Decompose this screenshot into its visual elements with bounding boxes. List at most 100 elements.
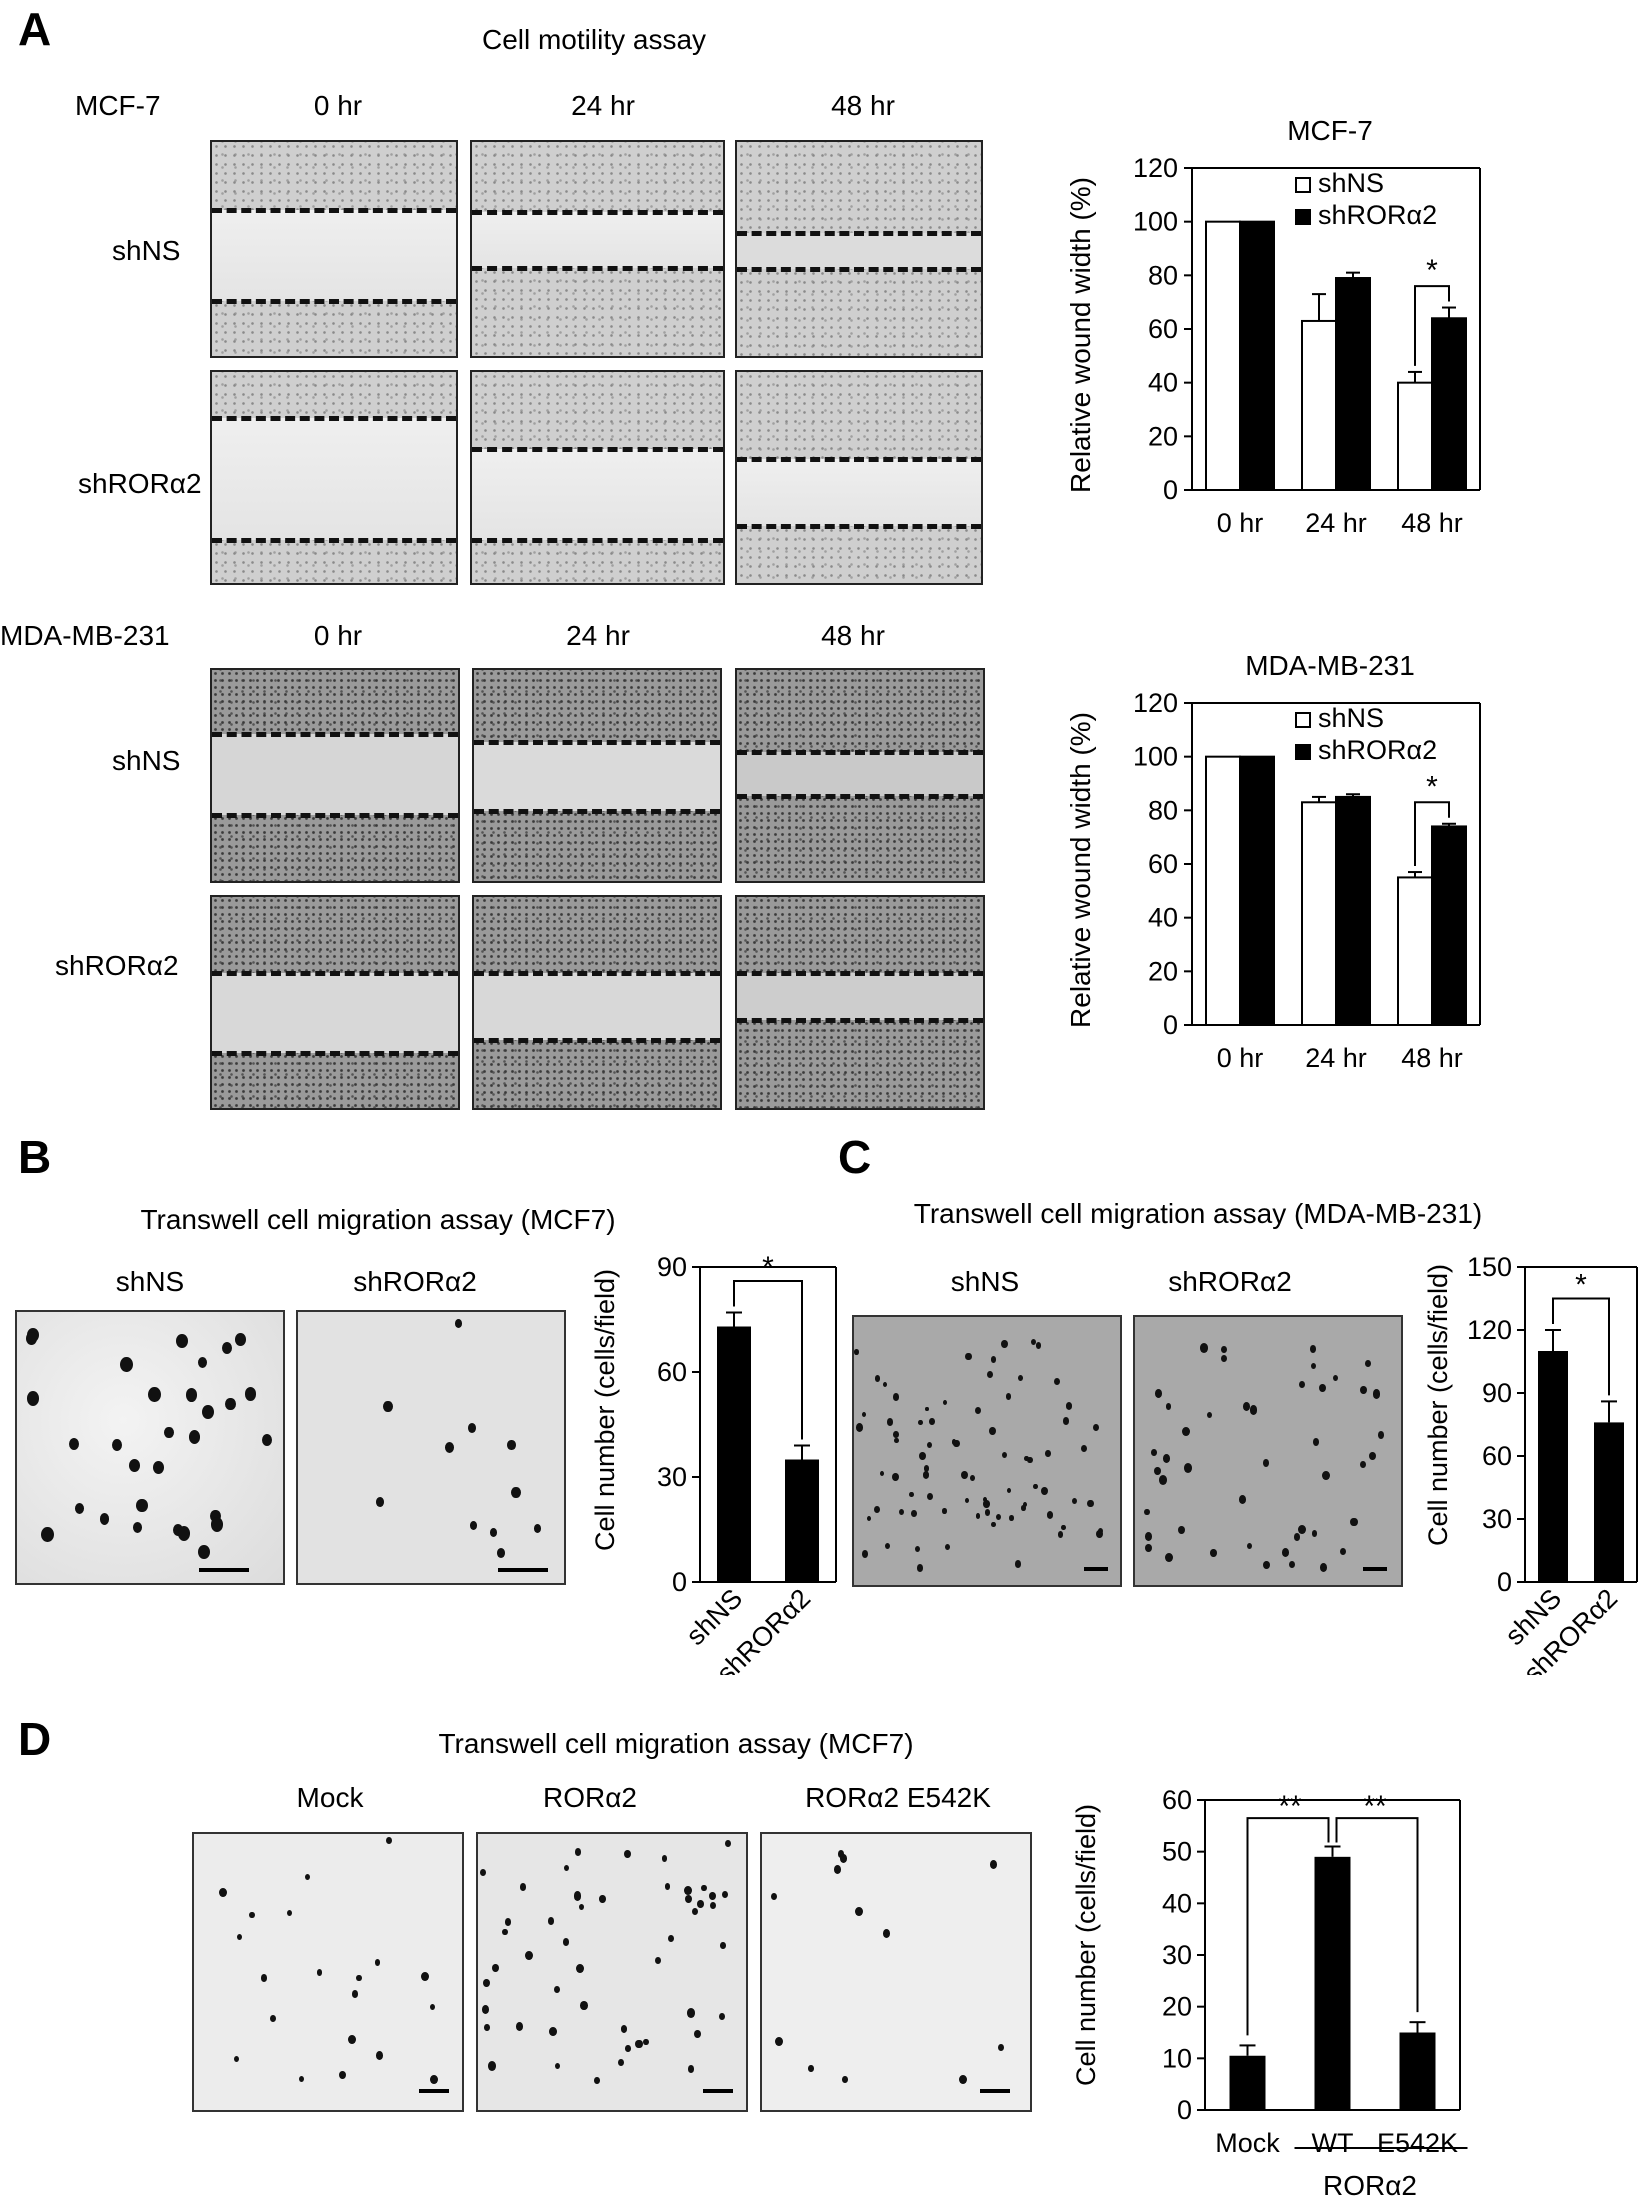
bar [1538,1351,1568,1582]
chart-d-group-label: RORα2 [1323,2170,1417,2201]
cell-dot [298,2076,304,2083]
cell-dot [1165,1553,1173,1562]
cell-dot [1319,1383,1327,1393]
cell-dot [348,2034,356,2044]
cell-dot [219,1888,227,1898]
mcf7-row-shrora2: shRORα2 [78,468,202,499]
y-tick-label: 60 [1482,1441,1512,1471]
y-tick-label: 100 [1133,742,1178,772]
cell-dot [26,1331,38,1346]
cell-dot [1014,1560,1021,1568]
cell-dot [1009,1515,1014,1521]
cell-dot [926,1492,933,1500]
mcf7-time-24: 24 hr [571,90,635,121]
bar-shns [1301,319,1337,491]
cell-dot [74,1502,84,1514]
cell-dot [1298,1380,1305,1388]
cell-dot [533,1523,542,1533]
cell-dot [1045,1450,1051,1457]
micrograph-mcf7-shrora2-24hr [470,370,725,585]
cell-dot [221,1341,232,1354]
cell-dot [918,1420,923,1426]
cell-dot [983,1500,990,1508]
cell-dot [894,1437,899,1443]
cell-dot [375,2050,384,2061]
cell-dot [944,1544,950,1550]
y-tick-label: 20 [1162,1992,1192,2022]
cell-dot [1030,1338,1036,1345]
transwell-b-shns [15,1310,285,1585]
cell-dot [375,1959,381,1966]
mda-row-shrora2: shRORα2 [55,950,179,981]
cell-dot [991,1521,996,1528]
cell-dot [922,1470,930,1479]
bar-shns [1205,755,1241,1027]
cell-dot [1182,1427,1190,1437]
cell-dot [454,1319,463,1328]
cell-dot [1281,1548,1289,1557]
cell-dot [1312,1437,1320,1446]
cell-dot [504,1918,512,1927]
cell-dot [515,2022,523,2031]
cell-dot [1158,1475,1167,1485]
cell-dot [129,1458,140,1472]
chart-b: Cell number (cells/field) 0306090shNSshR… [590,1255,837,1675]
cell-dot [1377,1431,1385,1440]
cell-dot [884,1542,890,1549]
panel-b-field-shrora2: shRORα2 [353,1266,477,1297]
bar-shrora2 [1239,220,1275,492]
cell-dot [484,2023,490,2031]
chart-c: Cell number (cells/field) 0306090120150s… [1423,1255,1638,1675]
significance-star: * [1575,1269,1587,1302]
cell-dot [260,1974,267,1982]
cell-dot [225,1397,236,1411]
transwell-c-shns [852,1315,1122,1587]
significance-bracket-left [1246,1817,1330,2036]
cell-dot [153,1461,165,1475]
y-tick-label: 30 [1162,1940,1192,1970]
cell-dot [1206,1411,1212,1419]
cell-dot [1036,1342,1042,1349]
cell-dot [655,1957,662,1965]
cell-dot [1365,1359,1372,1367]
panel-b-title: Transwell cell migration assay (MCF7) [140,1204,616,1235]
cell-dot [687,2008,695,2018]
significance-star: * [1426,254,1438,287]
cell-dot [1165,1403,1172,1411]
y-tick-label: 30 [1482,1504,1512,1534]
y-tick-label: 60 [1148,849,1178,879]
cell-dot [961,1470,969,1479]
cell-dot [1151,1448,1157,1456]
y-tick-label: 0 [1177,2095,1192,2125]
y-tick-label: 120 [1467,1315,1512,1345]
cell-dot [1220,1354,1227,1362]
cell-dot [1319,1562,1328,1572]
cell-dot [625,2045,631,2052]
panel-d-field-rora2: RORα2 [543,1782,637,1813]
cell-dot [233,2055,240,2063]
cell-dot [186,1388,198,1402]
cell-dot [1200,1343,1209,1353]
panel-c-field-shns: shNS [950,1266,1020,1297]
cell-dot [965,1352,972,1361]
cell-dot [594,2077,600,2084]
cell-dot [1153,1466,1161,1475]
y-tick-label: 150 [1467,1255,1512,1282]
panel-b-field-shns: shNS [115,1266,185,1297]
cell-dot [261,1433,272,1446]
micrograph-mcf7-shns-24hr [470,140,725,358]
cell-dot [953,1439,960,1448]
y-tick-label: 90 [1482,1378,1512,1408]
y-tick-label: 30 [657,1462,687,1492]
chart-c-ylabel: Cell number (cells/field) [1423,1264,1453,1546]
cell-dot [599,1894,606,1903]
cell-dot [709,1901,716,1909]
cell-dot [861,1412,866,1418]
cell-dot [490,1528,498,1538]
cell-dot [112,1439,123,1452]
y-tick-label: 50 [1162,1837,1192,1867]
mda-cell-line-label: MDA-MB-231 [0,620,170,651]
x-tick-label: E542K [1377,2128,1458,2158]
y-tick-label: 80 [1148,260,1178,290]
bar-shns [1205,220,1241,492]
